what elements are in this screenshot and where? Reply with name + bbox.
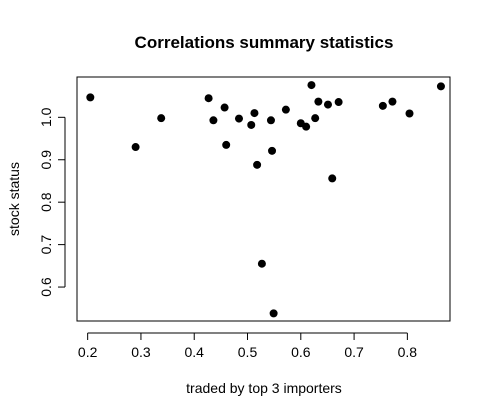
y-tick-label: 0.7: [38, 235, 54, 255]
data-point: [204, 94, 213, 103]
data-point: [247, 120, 256, 129]
x-axis-label: traded by top 3 importers: [186, 380, 342, 396]
data-point: [209, 116, 218, 125]
y-tick-label: 0.9: [38, 150, 54, 170]
data-point: [268, 146, 277, 155]
data-point: [328, 174, 337, 183]
data-points: [86, 81, 445, 318]
data-point: [257, 259, 266, 268]
x-tick-label: 0.8: [398, 344, 418, 360]
x-tick-label: 0.4: [184, 344, 204, 360]
data-point: [405, 109, 414, 118]
data-point: [266, 116, 275, 125]
data-point: [269, 309, 278, 318]
data-point: [157, 114, 166, 123]
data-point: [436, 82, 445, 91]
data-point: [378, 101, 387, 110]
data-point: [281, 105, 290, 114]
x-tick-label: 0.3: [131, 344, 151, 360]
x-tick-label: 0.5: [238, 344, 258, 360]
data-point: [302, 122, 311, 131]
data-point: [234, 114, 243, 123]
data-point: [388, 97, 397, 106]
y-tick-label: 0.8: [38, 192, 54, 212]
x-tick-label: 0.7: [344, 344, 364, 360]
y-tick-label: 1.0: [38, 107, 54, 127]
data-point: [220, 103, 229, 112]
data-point: [323, 100, 332, 109]
y-axis-label: stock status: [6, 162, 22, 236]
data-point: [334, 98, 343, 107]
plot-frame: [76, 76, 451, 322]
data-point: [131, 143, 140, 152]
data-point: [307, 81, 316, 90]
data-point: [311, 114, 320, 123]
y-axis: 0.6 0.7 0.8 0.9 1.0: [38, 107, 66, 297]
x-tick-label: 0.6: [291, 344, 311, 360]
data-point: [222, 140, 231, 149]
data-point: [250, 109, 259, 118]
data-point: [314, 97, 323, 106]
chart-title: Correlations summary statistics: [135, 33, 394, 52]
y-tick-label: 0.6: [38, 277, 54, 297]
data-point: [86, 93, 95, 102]
data-point: [253, 160, 262, 169]
x-axis: 0.2 0.3 0.4 0.5 0.6 0.7 0.8: [78, 332, 418, 360]
x-tick-label: 0.2: [78, 344, 98, 360]
